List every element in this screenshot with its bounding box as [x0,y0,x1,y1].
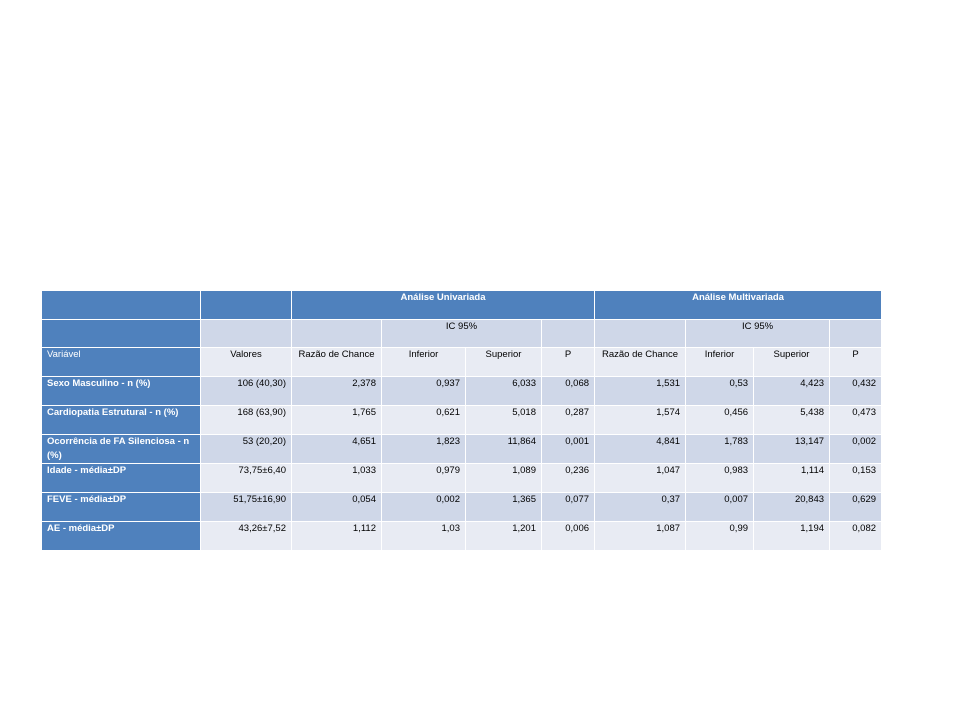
table-cell: 1,194 [753,521,831,551]
table-cell: 0,002 [381,492,466,522]
table-cell: 1,783 [685,434,755,464]
table-cell: 1,531 [594,376,687,406]
table-cell: 0,629 [829,492,883,522]
column-header: Superior [753,347,831,377]
group-header-univariate: Análise Univariada [290,290,596,320]
table-cell: 0,937 [381,376,466,406]
table-cell: 1,201 [465,521,542,551]
table-cell: 1,574 [594,405,687,435]
table-row: Cardiopatia Estrutural - n (%) 168 (63,9… [41,405,883,435]
table-row: Ocorrência de FA Silenciosa - n (%) 53 (… [41,434,883,464]
table-cell: 106 (40,30) [200,376,292,406]
column-header: Inferior [685,347,755,377]
table-cell: 1,033 [291,463,382,493]
table-cell: 1,03 [381,521,466,551]
table-cell: 1,087 [594,521,687,551]
table-cell: 1,365 [465,492,542,522]
column-header: Razão de Chance [594,347,687,377]
column-header: P [540,347,596,377]
ci-header-cell [291,319,382,348]
table-cell: 0,456 [685,405,755,435]
table-cell: 6,033 [465,376,542,406]
table-cell: 5,438 [753,405,831,435]
results-table: Análise Univariada Análise Multivariada … [41,290,883,551]
table-cell: 53 (20,20) [200,434,292,464]
table-cell: 1,823 [381,434,466,464]
ci-header-multivariate: IC 95% [685,319,831,348]
column-header: Variável [41,347,201,377]
column-header: Superior [465,347,542,377]
ci-header-cell [540,319,596,348]
table-cell: 0,37 [594,492,687,522]
column-header: P [829,347,883,377]
table-cell: 1,114 [753,463,831,493]
table-cell: 51,75±16,90 [200,492,292,522]
table-cell: 0,054 [291,492,382,522]
column-header: Inferior [381,347,466,377]
table-cell: 0,236 [540,463,596,493]
table-cell: 11,864 [465,434,542,464]
table-row: FEVE - média±DP 51,75±16,90 0,054 0,002 … [41,492,883,522]
table-cell: 0,473 [829,405,883,435]
table-cell: 168 (63,90) [200,405,292,435]
table-cell: 0,082 [829,521,883,551]
column-header: Valores [200,347,292,377]
table-cell: 0,432 [829,376,883,406]
ci-header-univariate: IC 95% [381,319,542,348]
row-label: AE - média±DP [41,521,201,551]
ci-header-cell [200,319,292,348]
row-label: FEVE - média±DP [41,492,201,522]
row-label: Idade - média±DP [41,463,201,493]
table-cell: 73,75±6,40 [200,463,292,493]
table-cell: 4,841 [594,434,687,464]
ci-header-cell [594,319,687,348]
table-cell: 0,007 [685,492,755,522]
table-cell: 1,047 [594,463,687,493]
table-cell: 0,979 [381,463,466,493]
table-cell: 0,287 [540,405,596,435]
table-cell: 0,077 [540,492,596,522]
row-label: Ocorrência de FA Silenciosa - n (%) [41,434,201,464]
table-cell: 0,068 [540,376,596,406]
table-cell: 0,006 [540,521,596,551]
table-cell: 4,651 [291,434,382,464]
table-cell: 0,153 [829,463,883,493]
row-label: Cardiopatia Estrutural - n (%) [41,405,201,435]
group-header-row: Análise Univariada Análise Multivariada [41,290,883,320]
table-cell: 20,843 [753,492,831,522]
table-cell: 0,001 [540,434,596,464]
group-header-blank [41,290,201,320]
table-row: AE - média±DP 43,26±7,52 1,112 1,03 1,20… [41,521,883,551]
table-cell: 1,112 [291,521,382,551]
column-header-row: Variável Valores Razão de Chance Inferio… [41,347,883,377]
table-cell: 0,53 [685,376,755,406]
table-cell: 4,423 [753,376,831,406]
table-cell: 13,147 [753,434,831,464]
table-cell: 1,089 [465,463,542,493]
table-cell: 5,018 [465,405,542,435]
group-header-multivariate: Análise Multivariada [594,290,883,320]
table-cell: 0,983 [685,463,755,493]
table-cell: 0,621 [381,405,466,435]
column-header: Razão de Chance [291,347,382,377]
row-label: Sexo Masculino - n (%) [41,376,201,406]
group-header-blank [200,290,292,320]
table-cell: 43,26±7,52 [200,521,292,551]
ci-header-cell [829,319,883,348]
table-cell: 1,765 [291,405,382,435]
table-cell: 0,002 [829,434,883,464]
table-cell: 0,99 [685,521,755,551]
table-row: Sexo Masculino - n (%) 106 (40,30) 2,378… [41,376,883,406]
table-cell: 2,378 [291,376,382,406]
table-row: Idade - média±DP 73,75±6,40 1,033 0,979 … [41,463,883,493]
ci-header-row: IC 95% IC 95% [41,319,883,348]
ci-header-cell [41,319,201,348]
